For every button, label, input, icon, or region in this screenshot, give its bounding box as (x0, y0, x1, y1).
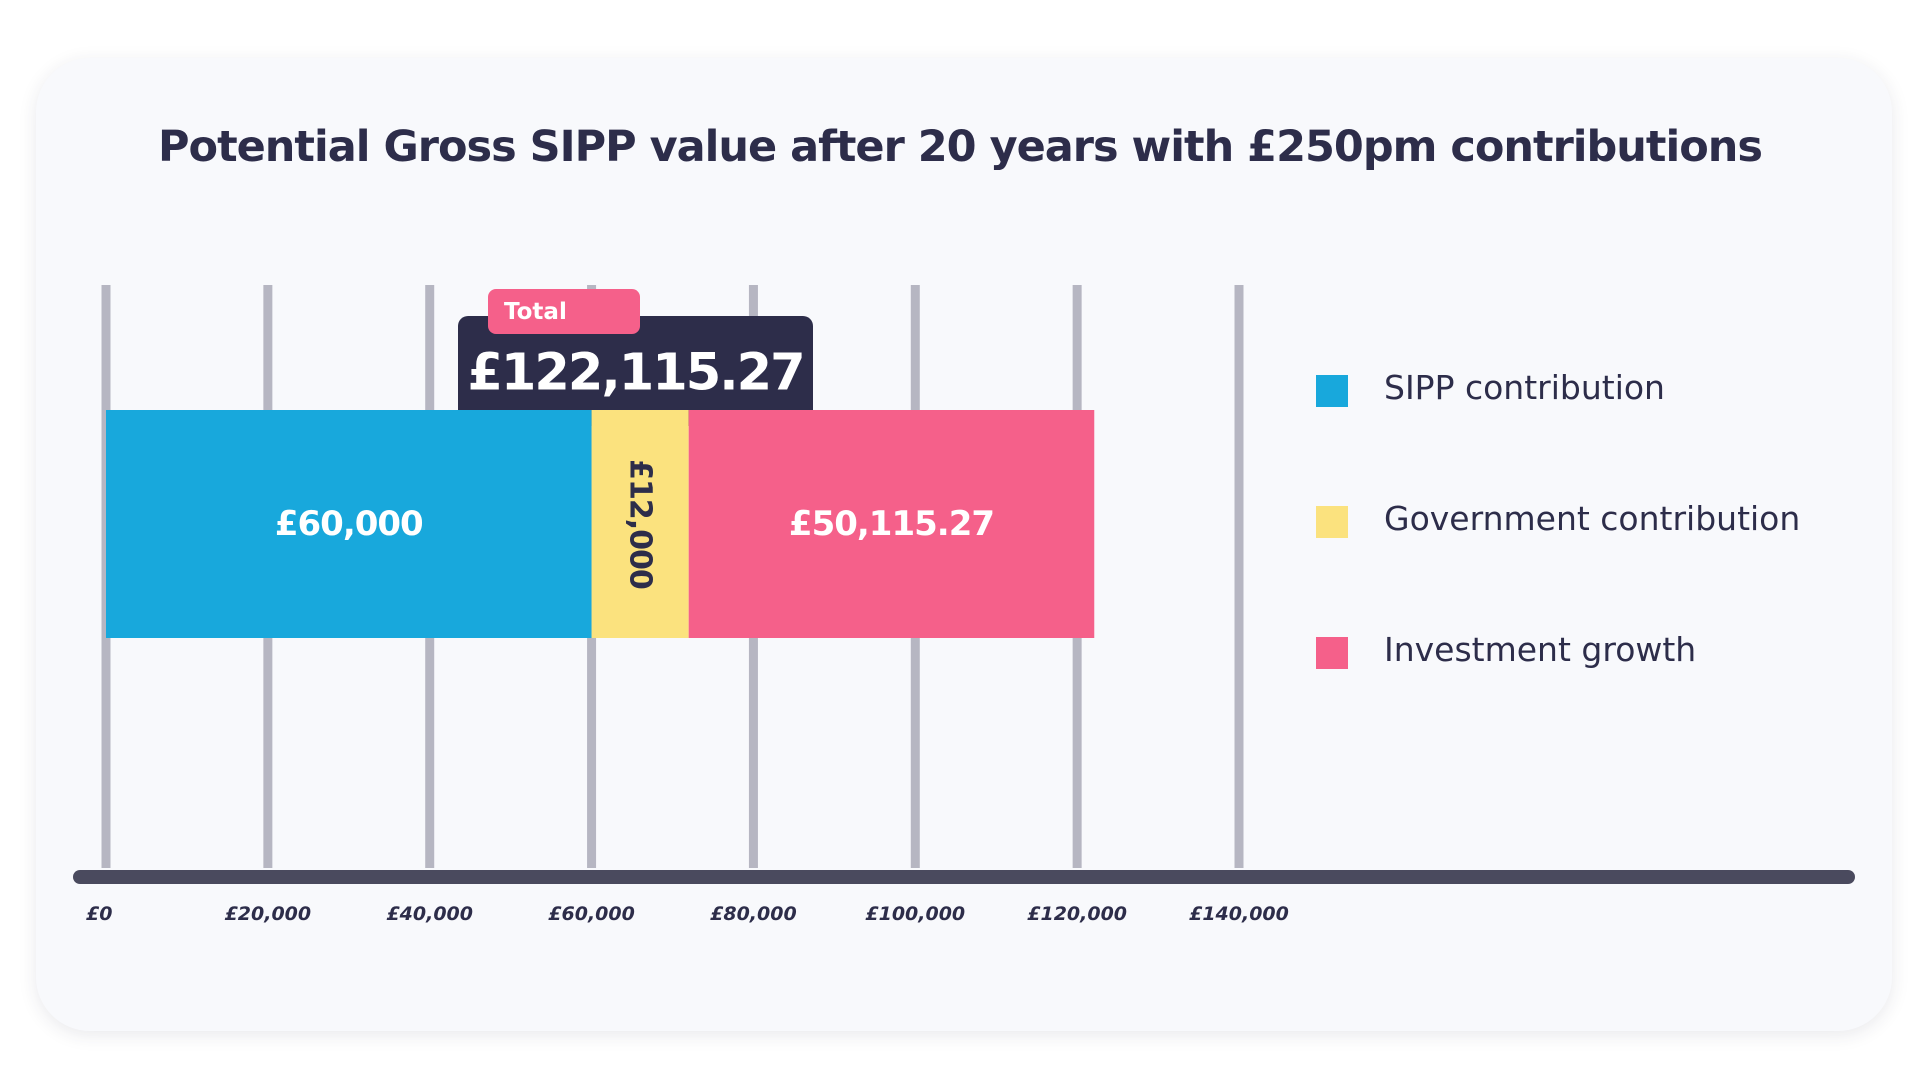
legend-label-government-contribution: Government contribution (1384, 499, 1801, 538)
legend-label-sipp-contribution: SIPP contribution (1384, 368, 1665, 407)
legend-item-investment-growth: Investment growth (1316, 626, 1876, 670)
chart-title: Potential Gross SIPP value after 20 year… (158, 122, 1763, 172)
x-tick-label-0: £0 (86, 903, 112, 925)
x-tick-label-6: £120,000 (1027, 903, 1127, 925)
x-tick-label-2: £40,000 (386, 903, 473, 925)
x-tick-label-4: £80,000 (710, 903, 797, 925)
bar-segment-government-contribution (591, 410, 689, 638)
x-tick-label-7: £140,000 (1189, 903, 1289, 925)
bar-label-investment-growth: £50,115.27 (789, 504, 994, 544)
legend-swatch-government-contribution (1316, 506, 1348, 538)
legend-item-sipp-contribution: SIPP contribution (1316, 364, 1876, 408)
stacked-bar: £60,000 £12,000 £50,115.27 (106, 410, 1095, 638)
bar-segment-investment-growth (688, 410, 1095, 638)
x-tick-label-3: £60,000 (548, 903, 635, 925)
total-tag (488, 289, 640, 334)
bar-label-government-contribution: £12,000 (623, 459, 658, 589)
total-value: £122,115.27 (467, 344, 803, 403)
total-box (458, 316, 813, 426)
x-tick-label-1: £20,000 (225, 903, 312, 925)
legend-item-government-contribution: Government contribution (1316, 495, 1876, 539)
x-axis: £0 £20,000 £40,000 £60,000 £80,000 £100,000 £1… (73, 870, 1855, 925)
total-callout: Total £122,115.27 (458, 289, 813, 426)
bar-segment-sipp-contribution (106, 410, 592, 638)
x-tick-label-5: £100,000 (865, 903, 965, 925)
legend-swatch-sipp-contribution (1316, 375, 1348, 407)
total-tag-label: Total (504, 299, 567, 325)
bar-label-sipp-contribution: £60,000 (275, 504, 423, 544)
legend-swatch-investment-growth (1316, 637, 1348, 669)
legend-label-investment-growth: Investment growth (1384, 630, 1697, 669)
